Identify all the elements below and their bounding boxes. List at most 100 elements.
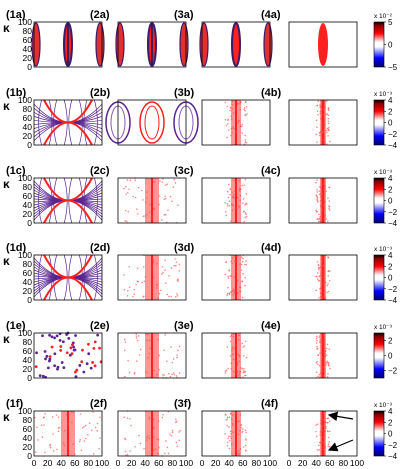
- heatmap-speck: [152, 276, 155, 279]
- heatmap-speck: [158, 368, 160, 371]
- heatmap-speck: [239, 101, 242, 103]
- heatmap-speck: [232, 103, 234, 106]
- heatmap-speck: [123, 288, 126, 291]
- heatmap-speck: [154, 448, 157, 450]
- heatmap-speck: [124, 209, 127, 212]
- y-tick-label: 40: [23, 355, 33, 365]
- panel-label: (4f): [261, 398, 278, 410]
- heatmap-speck: [175, 261, 178, 263]
- heatmap-speck: [87, 342, 90, 346]
- heatmap-contour: [33, 200, 103, 221]
- colorbar-tick-label: 4: [388, 174, 393, 183]
- heatmap-speck: [40, 424, 43, 427]
- x-tick-label: 0: [200, 458, 205, 468]
- heatmap-speck: [178, 270, 181, 272]
- heatmap-speck: [237, 292, 239, 294]
- heatmap-speck: [133, 372, 136, 374]
- heatmap-speck: [325, 427, 327, 430]
- heatmap-speck: [55, 334, 59, 338]
- colorbar-tick-label: 0: [388, 430, 393, 439]
- heatmap-speck: [225, 419, 228, 421]
- heatmap-speck: [34, 365, 38, 369]
- heatmap-speck: [48, 333, 51, 337]
- heatmap-speck: [98, 346, 101, 350]
- heatmap-contour: [38, 254, 42, 301]
- heatmap-speck: [123, 437, 126, 440]
- heatmap-speck: [230, 134, 232, 137]
- panel-frame: [288, 254, 358, 301]
- heatmap-speck: [137, 280, 139, 283]
- heatmap-speck: [242, 428, 244, 430]
- heatmap-speck: [317, 375, 319, 378]
- heatmap-speck: [315, 371, 318, 373]
- heatmap-contour: [33, 180, 103, 201]
- colorbar-scale: x 10⁻³: [374, 402, 393, 409]
- heatmap-speck: [69, 346, 73, 350]
- heatmap-speck: [244, 449, 247, 452]
- heatmap-speck: [49, 443, 52, 446]
- heatmap-speck: [231, 347, 233, 350]
- heatmap-speck: [322, 430, 324, 433]
- heatmap-speck: [241, 280, 243, 283]
- colorbar-scale: x 10⁻³: [374, 324, 393, 331]
- heatmap-speck: [81, 348, 84, 352]
- heatmap-speck: [328, 209, 331, 211]
- heatmap-speck: [227, 275, 230, 278]
- colorbar: x 10⁻³4 2 0 −2 −4: [373, 91, 398, 150]
- y-axis-label: κ: [3, 410, 10, 424]
- heatmap-speck: [233, 276, 236, 278]
- heatmap-speck: [322, 114, 325, 116]
- heatmap-speck: [128, 188, 130, 190]
- heatmap-speck: [322, 449, 325, 451]
- heatmap-speck: [156, 283, 158, 286]
- heatmap-speck: [229, 109, 231, 112]
- heatmap-speck: [324, 184, 326, 187]
- heatmap-speck: [157, 420, 160, 422]
- heatmap-speck: [44, 357, 47, 361]
- y-tick-label: 80: [23, 104, 33, 114]
- heatmap-speck: [243, 367, 245, 370]
- y-tick-label: 100: [18, 328, 32, 338]
- heatmap-speck: [231, 418, 233, 421]
- colorbar-scale: x 10⁻³: [374, 91, 393, 98]
- y-tick-label: 80: [23, 26, 33, 36]
- heatmap-speck: [320, 422, 322, 424]
- panel-frame: [117, 410, 187, 457]
- heatmap-speck: [321, 276, 323, 278]
- heatmap-speck: [163, 349, 166, 352]
- heatmap-speck: [327, 364, 330, 367]
- heatmap-speck: [177, 280, 179, 282]
- y-tick-label: 40: [23, 200, 33, 210]
- annotation-arrow: [327, 411, 354, 422]
- heatmap-speck: [175, 264, 177, 267]
- heatmap-speck: [226, 294, 228, 297]
- heatmap-speck: [176, 445, 179, 448]
- heatmap-speck: [246, 113, 248, 115]
- heatmap-speck: [316, 360, 318, 363]
- heatmap-speck: [36, 426, 38, 429]
- heatmap-speck: [60, 361, 64, 364]
- heatmap-speck: [235, 108, 238, 110]
- heatmap-contour: [139, 101, 165, 144]
- heatmap-speck: [139, 348, 142, 351]
- heatmap-speck: [328, 126, 330, 129]
- heatmap-speck: [321, 214, 323, 216]
- heatmap-speck: [244, 114, 247, 116]
- heatmap-speck: [162, 178, 164, 180]
- heatmap-speck: [166, 446, 169, 449]
- heatmap-speck: [148, 437, 151, 440]
- colorbar: x 10⁻³ 2 0 −2: [373, 324, 398, 379]
- heatmap-speck: [41, 436, 44, 439]
- heatmap-speck: [232, 195, 234, 198]
- heatmap-speck: [319, 192, 322, 195]
- heatmap-speck: [316, 449, 319, 451]
- heatmap-speck: [152, 208, 155, 211]
- heatmap-lobe: [179, 22, 189, 67]
- heatmap-speck: [322, 283, 324, 285]
- heatmap-speck: [57, 416, 60, 419]
- heatmap-speck: [128, 266, 131, 268]
- heatmap-speck: [141, 281, 144, 284]
- heatmap-speck: [74, 453, 76, 456]
- x-tick-label: 40: [224, 458, 234, 468]
